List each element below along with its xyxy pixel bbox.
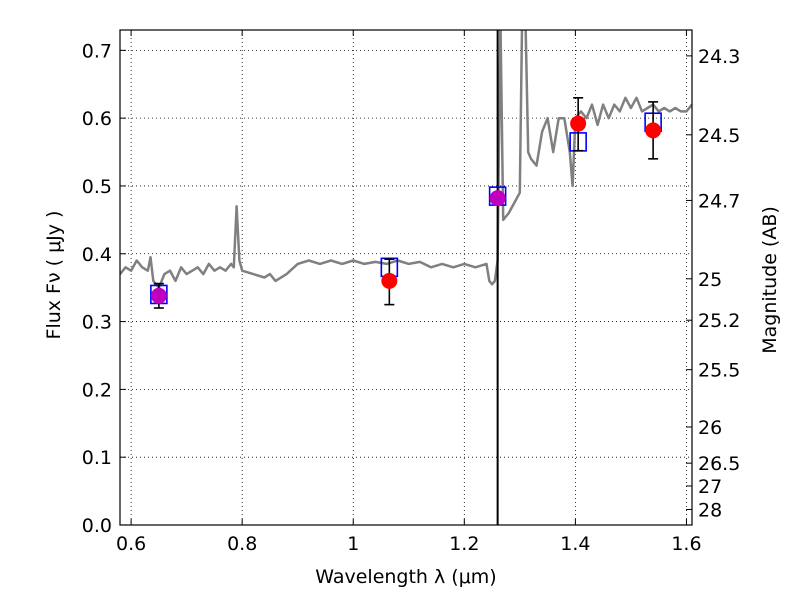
observed-point bbox=[645, 122, 662, 139]
magnitude-tick-label: 26.5 bbox=[698, 453, 740, 475]
x-tick-label: 1.4 bbox=[560, 533, 590, 555]
model-spectrum-layer bbox=[120, 30, 692, 289]
x-axis-title: Wavelength λ (μm) bbox=[315, 566, 496, 588]
model-spectrum-line bbox=[120, 30, 692, 289]
x-tick-label: 0.8 bbox=[227, 533, 257, 555]
observed-point bbox=[489, 190, 506, 207]
x-tick-label: 0.6 bbox=[116, 533, 146, 555]
y-axis: 0.0 0.1 0.2 0.3 0.4 0.5 0.6 0.7 bbox=[82, 40, 126, 537]
magnitude-tick-label: 28 bbox=[698, 499, 722, 521]
y2-axis-title: Magnitude (AB) bbox=[759, 206, 781, 354]
grid bbox=[120, 30, 692, 526]
magnitude-tick-label: 25 bbox=[698, 269, 722, 291]
y-tick-label: 0.5 bbox=[82, 176, 112, 198]
synthetic-photometry-layer bbox=[150, 112, 662, 305]
y-axis-title: Flux Fν ( μJy ) bbox=[43, 211, 65, 340]
y-tick-label: 0.3 bbox=[82, 312, 112, 334]
observed-point bbox=[150, 287, 167, 304]
magnitude-tick-label: 24.3 bbox=[698, 46, 740, 68]
observed-point bbox=[570, 115, 587, 132]
magnitude-tick-label: 24.5 bbox=[698, 125, 740, 147]
magnitude-tick-label: 25.2 bbox=[698, 310, 740, 332]
y-tick-label: 0.4 bbox=[82, 244, 112, 266]
x-tick-label: 1 bbox=[347, 533, 359, 555]
x-tick-label: 1.2 bbox=[449, 533, 479, 555]
magnitude-tick-label: 27 bbox=[698, 476, 722, 498]
x-tick-label: 1.6 bbox=[671, 533, 701, 555]
plot-frame bbox=[119, 29, 693, 526]
y-tick-label: 0.6 bbox=[82, 108, 112, 130]
magnitude-tick-label: 26 bbox=[698, 417, 722, 439]
observed-point bbox=[381, 272, 398, 289]
y-tick-label: 0.7 bbox=[82, 40, 112, 62]
x-axis: 0.6 0.8 1 1.2 1.4 1.6 bbox=[116, 30, 702, 555]
y-tick-label: 0.2 bbox=[82, 379, 112, 401]
y-tick-label: 0.0 bbox=[82, 515, 112, 537]
magnitude-tick-label: 25.5 bbox=[698, 360, 740, 382]
y-tick-label: 0.1 bbox=[82, 447, 112, 469]
magnitude-tick-label: 24.7 bbox=[698, 190, 740, 212]
observed-photometry-layer bbox=[150, 115, 662, 304]
